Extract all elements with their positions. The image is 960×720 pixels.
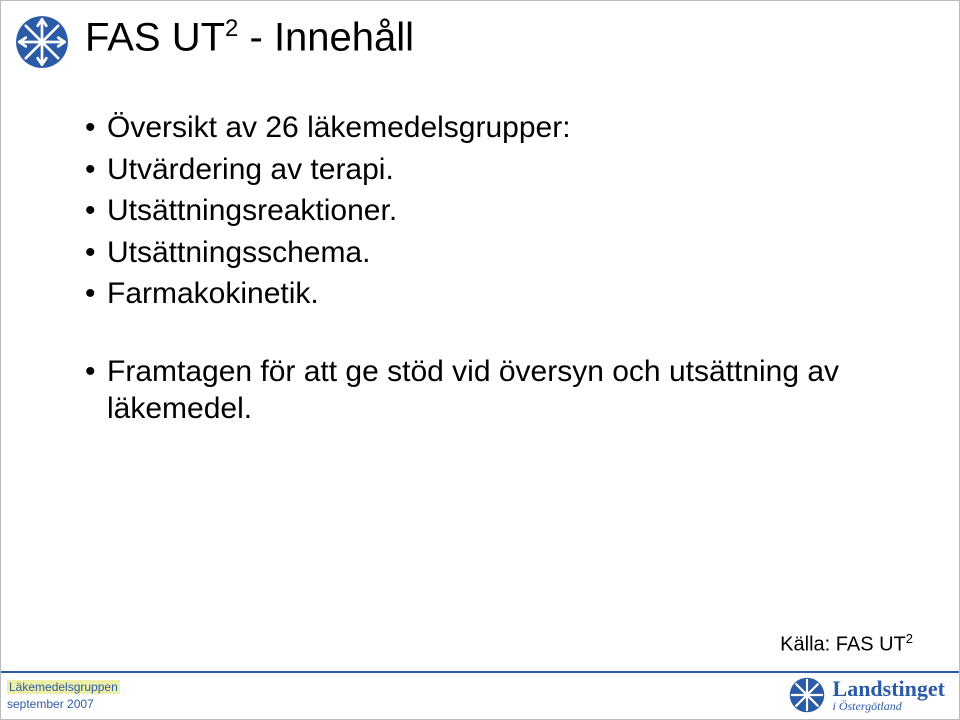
bullet-gap xyxy=(85,317,899,353)
title-sup: 2 xyxy=(225,15,238,42)
bullet-list: Översikt av 26 läkemedelsgrupper: Utvärd… xyxy=(85,109,899,432)
source-pre: Källa: FAS UT xyxy=(780,634,906,656)
source-citation: Källa: FAS UT2 xyxy=(780,631,913,657)
source-sup: 2 xyxy=(906,631,913,646)
brand-region: i Östergötland xyxy=(833,700,945,712)
title-post: - Innehåll xyxy=(238,15,414,59)
slide-title: FAS UT2 - Innehåll xyxy=(85,15,414,60)
snowflake-logo-icon xyxy=(15,15,69,69)
footer-group: Läkemedelsgruppen xyxy=(7,680,120,694)
brand-text: Landstinget i Östergötland xyxy=(833,678,945,712)
bullet-item: Utsättningsreaktioner. xyxy=(85,192,899,230)
bullet-item: Utvärdering av terapi. xyxy=(85,151,899,189)
bullet-item: Översikt av 26 läkemedelsgrupper: xyxy=(85,109,899,147)
bullet-item: Framtagen för att ge stöd vid översyn oc… xyxy=(85,353,899,428)
title-pre: FAS UT xyxy=(85,15,225,59)
snowflake-logo-small-icon xyxy=(789,677,825,713)
brand-name: Landstinget xyxy=(833,678,945,700)
bullet-item: Farmakokinetik. xyxy=(85,275,899,313)
footer-right: Landstinget i Östergötland xyxy=(789,677,945,713)
slide: FAS UT2 - Innehåll Översikt av 26 läkeme… xyxy=(0,0,960,720)
bullet-item: Utsättningsschema. xyxy=(85,234,899,272)
footer-divider xyxy=(1,671,959,673)
footer-left: Läkemedelsgruppen september 2007 xyxy=(7,679,120,713)
footer-date: september 2007 xyxy=(7,697,94,711)
